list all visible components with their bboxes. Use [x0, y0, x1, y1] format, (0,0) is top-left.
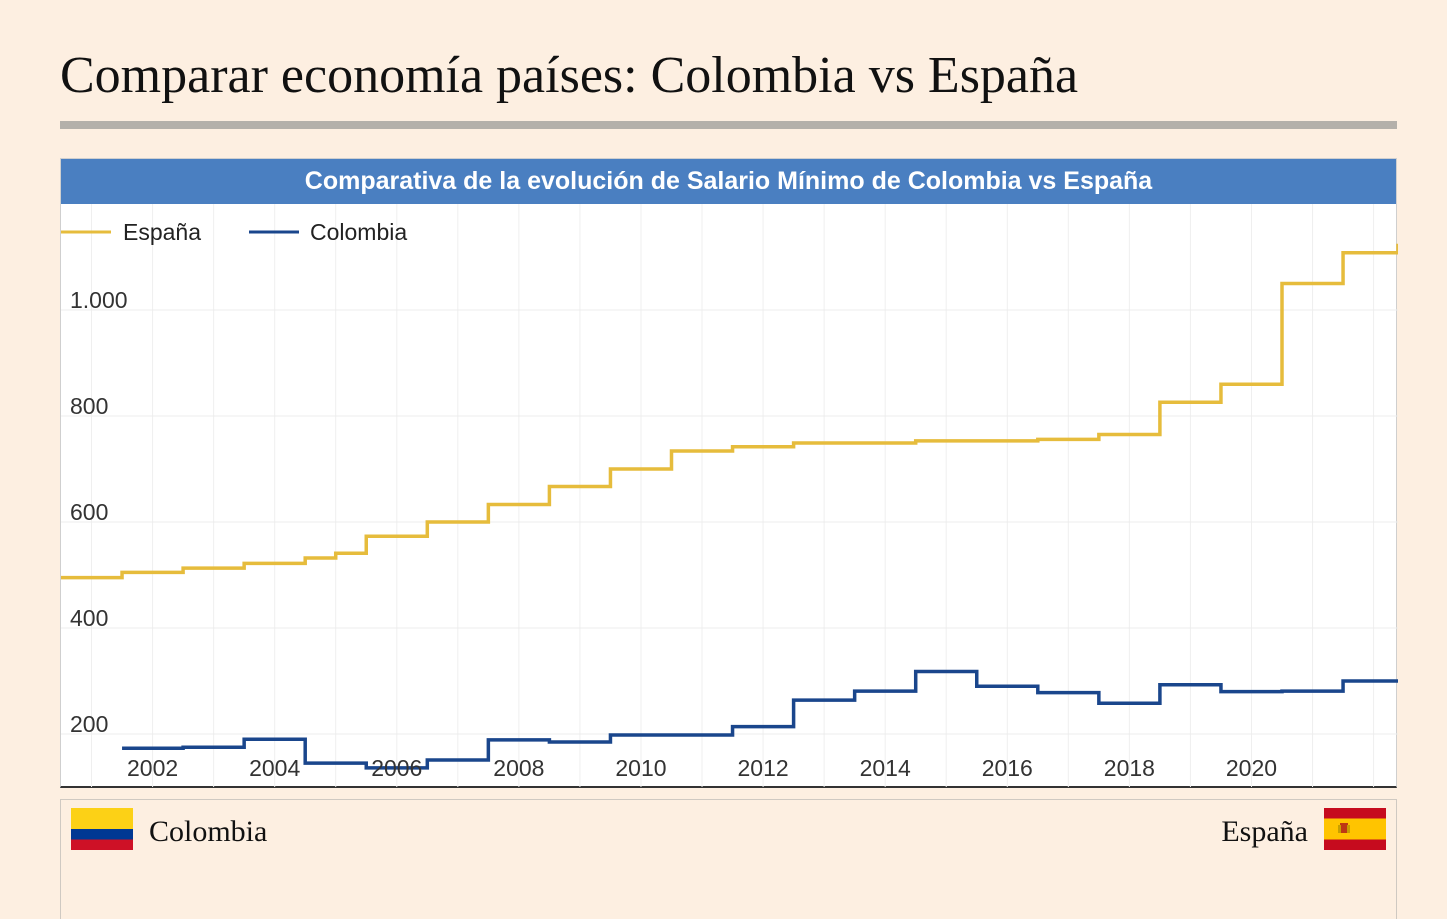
legend-layer: España Colombia [61, 219, 407, 245]
x-tick-label: 2008 [493, 755, 544, 781]
y-tick-label: 1.000 [70, 287, 128, 313]
legend-label-españa: España [123, 219, 201, 245]
chart-container: 200 400 600 800 1.000 2002 2004 2006 2008 2010 201… [60, 158, 1398, 788]
country-name-spain[interactable]: España [1221, 815, 1308, 848]
title-divider [60, 121, 1397, 129]
page-title: Comparar economía países: Colombia vs Es… [60, 47, 1079, 104]
spain-flag-icon [1324, 808, 1386, 850]
axis-layer: 200 400 600 800 1.000 2002 2004 2006 2008 2010 201… [70, 287, 1277, 781]
x-tick-label: 2014 [860, 755, 911, 781]
x-tick-label: 2006 [371, 755, 422, 781]
x-tick-label: 2012 [737, 755, 788, 781]
x-tick-label: 2020 [1226, 755, 1277, 781]
series-layer [61, 243, 1398, 770]
series-line-españa [61, 243, 1398, 580]
y-tick-label: 400 [70, 605, 108, 631]
y-tick-label: 600 [70, 499, 108, 525]
x-tick-label: 2016 [982, 755, 1033, 781]
grid-layer [61, 204, 1398, 787]
x-tick-label: 2004 [249, 755, 300, 781]
y-tick-label: 800 [70, 393, 108, 419]
chart-plot: 200 400 600 800 1.000 2002 2004 2006 2008 2010 201… [61, 204, 1398, 787]
y-tick-label: 200 [70, 711, 108, 737]
x-tick-label: 2002 [127, 755, 178, 781]
series-line-colombia [122, 669, 1398, 770]
chart-title: Comparativa de la evolución de Salario M… [61, 159, 1396, 204]
country-name-colombia[interactable]: Colombia [149, 815, 268, 848]
x-tick-label: 2018 [1104, 755, 1155, 781]
legend-label-colombia: Colombia [310, 219, 407, 245]
x-tick-label: 2010 [615, 755, 666, 781]
country-flag-bar: Colombia España [60, 799, 1397, 919]
colombia-flag-icon [71, 808, 133, 850]
